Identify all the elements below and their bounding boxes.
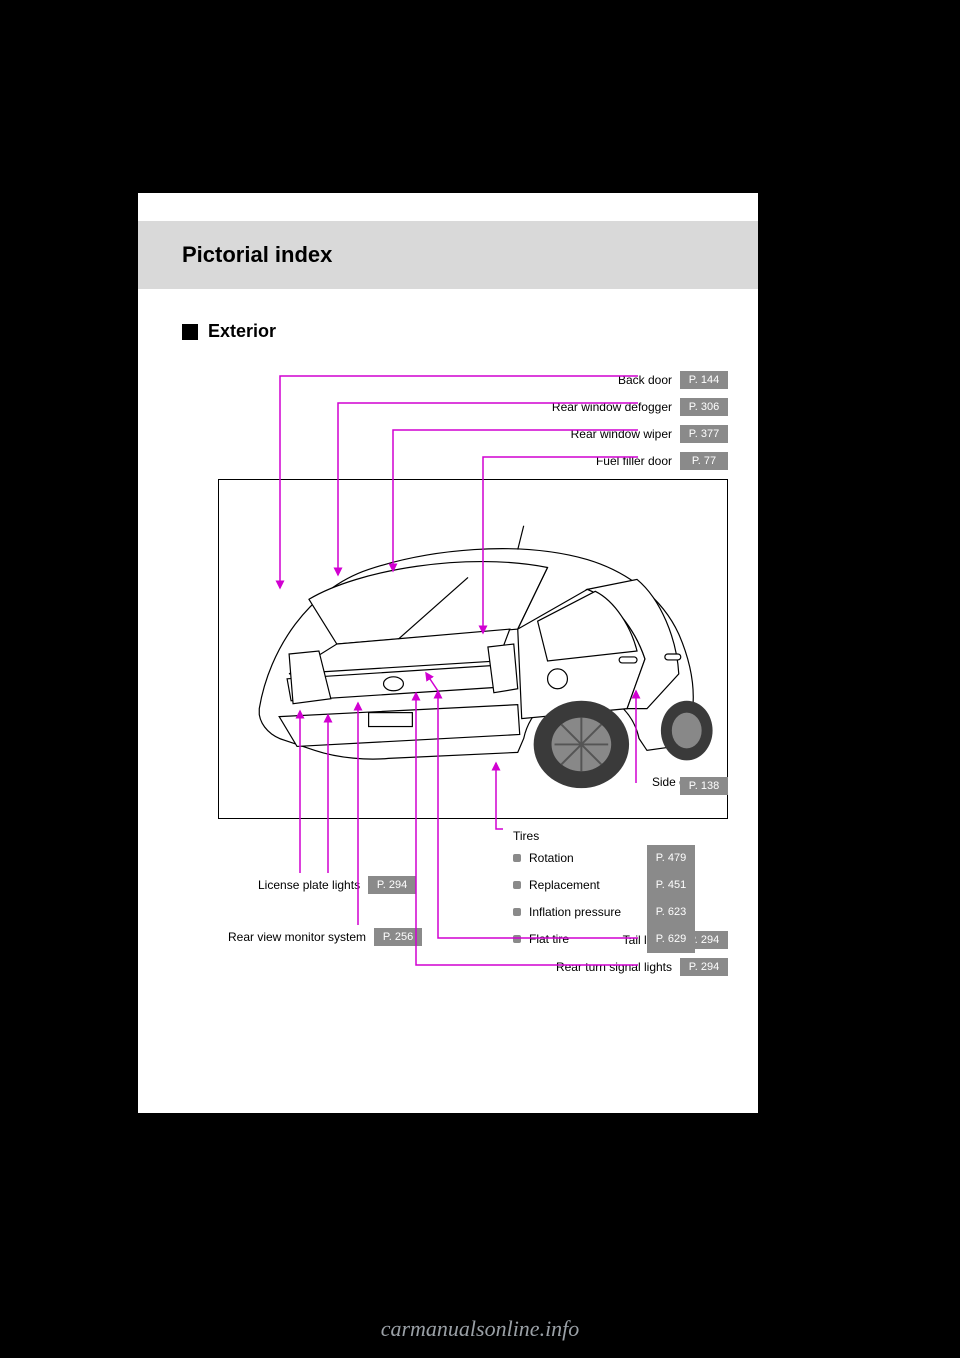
- page-ref-pill: P. 256: [374, 928, 422, 946]
- label-text: Rear window defogger: [552, 400, 672, 414]
- callout-side-doors: P. 138: [680, 777, 728, 795]
- bullet-icon: [513, 908, 521, 916]
- tire-item: Replacement P. 451: [513, 872, 695, 899]
- watermark-footer: carmanualsonline.info: [0, 1316, 960, 1342]
- car-line-art-svg: Side doors: [219, 480, 727, 818]
- callout-rear-view-monitor: Rear view monitor system P. 256: [228, 928, 422, 946]
- callout-top-3: Fuel filler door P. 77: [596, 452, 728, 470]
- car-illustration: Side doors: [218, 479, 728, 819]
- page-ref-pill: P. 77: [680, 452, 728, 470]
- tire-item: Rotation P. 479: [513, 845, 695, 872]
- tire-item: Flat tire P. 629: [513, 926, 695, 953]
- label-text: Rear view monitor system: [228, 930, 366, 944]
- label-text: Rear turn signal lights: [556, 960, 672, 974]
- manual-page: Pictorial index Exterior Back door P. 144…: [138, 193, 758, 1113]
- label-text: Rear window wiper: [571, 427, 672, 441]
- section-subtitle: Exterior: [208, 321, 276, 342]
- tire-item-text: Flat tire: [529, 928, 639, 951]
- page-ref-pill: P. 306: [680, 398, 728, 416]
- label-text: License plate lights: [258, 878, 360, 892]
- page-ref-pill: P. 144: [680, 371, 728, 389]
- page-ref-pill: P. 451: [647, 872, 695, 899]
- label-text: Back door: [618, 373, 672, 387]
- callout-top-2: Rear window wiper P. 377: [571, 425, 728, 443]
- page-ref-pill: P. 377: [680, 425, 728, 443]
- label-text: Fuel filler door: [596, 454, 672, 468]
- square-bullet-icon: [182, 324, 198, 340]
- callout-rear-turn-signal: Rear turn signal lights P. 294: [556, 958, 728, 976]
- callout-license-plate-lights: License plate lights P. 294: [258, 876, 416, 894]
- page-ref-pill: P. 479: [647, 845, 695, 872]
- callout-top-0: Back door P. 144: [618, 371, 728, 389]
- tire-item-text: Rotation: [529, 847, 639, 870]
- page-ref-pill: P. 138: [680, 777, 728, 795]
- tire-list: RotationP. 479ReplacementP. 451Inflation…: [513, 845, 695, 953]
- page-ref-pill: P. 623: [647, 899, 695, 926]
- bullet-icon: [513, 854, 521, 862]
- bullet-icon: [513, 881, 521, 889]
- tire-item-text: Replacement: [529, 874, 639, 897]
- tire-item-text: Inflation pressure: [529, 901, 639, 924]
- tire-header: Tires: [513, 829, 539, 843]
- section-subtitle-row: Exterior: [182, 321, 276, 342]
- page-banner: Pictorial index: [138, 221, 758, 289]
- tire-item: Inflation pressure P. 623: [513, 899, 695, 926]
- page-ref-pill: P. 294: [680, 958, 728, 976]
- banner-title: Pictorial index: [182, 242, 332, 268]
- bullet-icon: [513, 935, 521, 943]
- page-ref-pill: P. 294: [368, 876, 416, 894]
- callout-top-1: Rear window defogger P. 306: [552, 398, 728, 416]
- page-ref-pill: P. 629: [647, 926, 695, 953]
